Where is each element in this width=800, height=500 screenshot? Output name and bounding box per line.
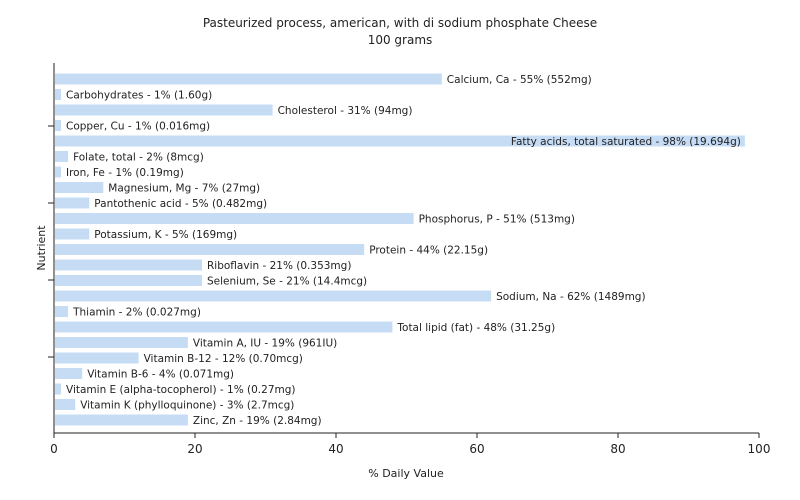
bar: [55, 368, 83, 379]
x-tick-label: 40: [328, 442, 343, 456]
bar-label: Zinc, Zn - 19% (2.84mg): [193, 415, 322, 427]
bar-label: Calcium, Ca - 55% (552mg): [447, 74, 592, 86]
bar: [55, 73, 442, 85]
bar-label: Total lipid (fat) - 48% (31.25g): [396, 322, 555, 334]
x-tick-label: 60: [469, 442, 484, 456]
bar-label: Iron, Fe - 1% (0.19mg): [66, 167, 184, 179]
bar: [55, 89, 61, 100]
bar: [55, 197, 90, 209]
bar: [55, 399, 76, 410]
y-axis-title: Nutrient: [35, 225, 48, 271]
bar-label: Vitamin E (alpha-tocopherol) - 1% (0.27m…: [66, 384, 296, 396]
bar: [55, 120, 61, 131]
bar: [55, 352, 139, 364]
axes-group: 0 20 40 60 80 100: [48, 63, 770, 456]
bar-label: Copper, Cu - 1% (0.016mg): [66, 120, 210, 132]
bar: [55, 290, 492, 302]
bar: [55, 383, 61, 395]
bar-label: Potassium, K - 5% (169mg): [94, 229, 237, 241]
bar-label: Fatty acids, total saturated - 98% (19.6…: [511, 136, 741, 148]
x-tick-label: 100: [748, 442, 771, 456]
bar-label: Vitamin K (phylloquinone) - 3% (2.7mcg): [80, 399, 294, 411]
bar-label: Sodium, Na - 62% (1489mg): [496, 291, 645, 303]
bar-label: Vitamin B-6 - 4% (0.071mg): [87, 368, 234, 380]
bar: [55, 321, 393, 333]
x-tick-label: 80: [610, 442, 625, 456]
bar: [55, 259, 202, 271]
x-tick-label: 0: [50, 442, 58, 456]
bar: [55, 275, 202, 286]
bar: [55, 414, 188, 426]
bar: [55, 306, 69, 317]
bar-label: Cholesterol - 31% (94mg): [278, 105, 413, 117]
chart-title: Pasteurized process, american, with di s…: [203, 16, 597, 30]
bar: [55, 213, 414, 224]
x-axis-title: % Daily Value: [368, 467, 444, 480]
bar-label: Thiamin - 2% (0.027mg): [72, 306, 201, 318]
bar-label: Vitamin A, IU - 19% (961IU): [193, 337, 337, 349]
bar: [55, 151, 69, 162]
bar: [55, 104, 273, 116]
bar: [55, 228, 90, 240]
bar-label: Riboflavin - 21% (0.353mg): [207, 260, 351, 272]
bar-label: Phosphorus, P - 51% (513mg): [419, 213, 575, 225]
bar-label: Protein - 44% (22.15g): [369, 244, 488, 256]
bar: [55, 337, 188, 348]
bar-label: Magnesium, Mg - 7% (27mg): [108, 182, 260, 194]
bar-label: Carbohydrates - 1% (1.60g): [66, 89, 212, 101]
bar-label: Selenium, Se - 21% (14.4mcg): [207, 275, 367, 287]
bar: [55, 166, 61, 178]
bar: [55, 135, 745, 147]
bar-label: Vitamin B-12 - 12% (0.70mcg): [144, 353, 303, 365]
bar: [55, 182, 104, 193]
bar: [55, 244, 365, 255]
x-tick-label: 20: [187, 442, 202, 456]
bar-label: Pantothenic acid - 5% (0.482mg): [94, 198, 267, 210]
bar-label: Folate, total - 2% (8mcg): [73, 151, 204, 163]
bars-group: Calcium, Ca - 55% (552mg) Carbohydrates -…: [55, 73, 745, 427]
chart-subtitle: 100 grams: [368, 33, 433, 47]
